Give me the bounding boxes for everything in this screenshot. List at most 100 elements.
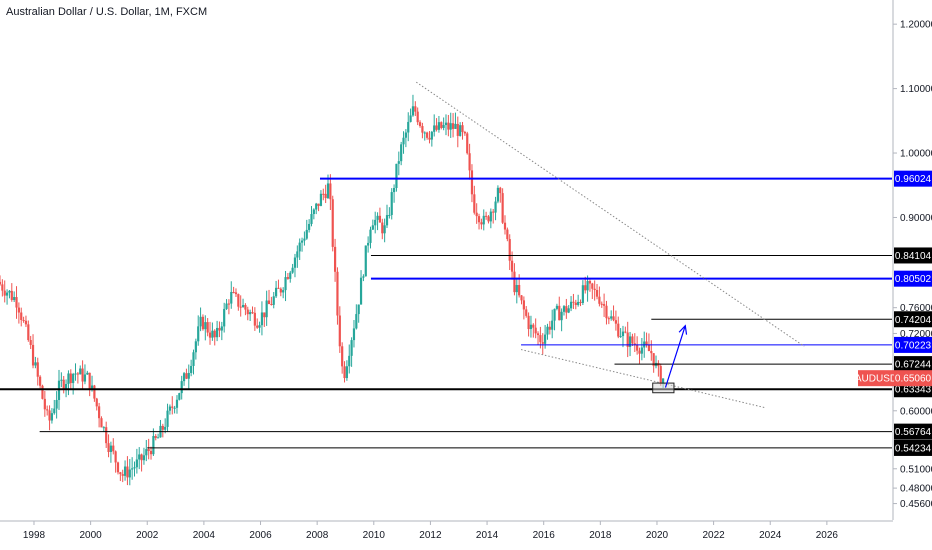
- candle-body: [286, 277, 289, 279]
- candle-body: [43, 398, 46, 410]
- candle-body: [400, 144, 403, 162]
- candle-body: [3, 290, 6, 296]
- candle-body: [520, 295, 523, 301]
- candle-body: [95, 398, 98, 407]
- level-tag: [894, 170, 932, 187]
- candle-body: [652, 353, 655, 367]
- candle-body: [475, 212, 478, 217]
- candle-body: [397, 161, 400, 164]
- candle-body: [305, 229, 308, 239]
- candle-body: [581, 285, 584, 303]
- candle-body: [577, 301, 580, 305]
- candle-body: [598, 296, 601, 304]
- trendline: [415, 81, 805, 347]
- time-tick-label: 2008: [306, 530, 329, 541]
- chart-title: Australian Dollar / U.S. Dollar, 1M, FXC…: [6, 6, 208, 18]
- candle-body: [138, 454, 141, 460]
- candle-body: [126, 466, 129, 478]
- candle-body: [145, 449, 148, 456]
- time-tick-label: 2014: [476, 530, 499, 541]
- candle-body: [395, 163, 398, 188]
- candle-body: [565, 306, 568, 313]
- candle-body: [218, 327, 221, 331]
- candle-body: [437, 122, 441, 130]
- candle-body: [567, 308, 570, 313]
- candle-body: [539, 335, 542, 343]
- candle-body: [473, 194, 476, 213]
- candle-body: [553, 308, 556, 321]
- candle-body: [76, 373, 79, 375]
- drawings: [652, 324, 688, 394]
- candle-body: [140, 454, 143, 461]
- candle-body: [324, 193, 327, 199]
- candle-body: [447, 122, 450, 130]
- candle-body: [34, 362, 37, 366]
- candle-body: [128, 469, 131, 478]
- candle-body: [27, 324, 30, 341]
- candle-body: [17, 307, 20, 313]
- candle-body: [303, 238, 306, 241]
- candle-body: [279, 288, 282, 293]
- candle-body: [72, 373, 75, 384]
- time-tick-label: 2002: [136, 530, 159, 541]
- candle-body: [331, 199, 334, 247]
- candle-body: [326, 183, 330, 199]
- candle-body: [265, 300, 268, 318]
- candle-body: [185, 373, 188, 379]
- time-axis[interactable]: 1998 2000 2002 2004 2006 2008 2010 2012 2014 2016…: [0, 520, 893, 541]
- candle-body: [404, 132, 407, 138]
- candle-body: [494, 201, 497, 213]
- candle-body: [213, 330, 216, 338]
- candle-body: [430, 131, 433, 140]
- candle-body: [114, 451, 117, 463]
- level-tag: [894, 423, 932, 440]
- candle-body: [376, 215, 379, 220]
- candle-body: [355, 314, 358, 329]
- candle-body: [187, 372, 190, 379]
- candle-body: [628, 336, 632, 347]
- candle-body: [584, 285, 587, 291]
- candle-body: [506, 229, 509, 240]
- candle-body: [338, 315, 341, 347]
- level-tag-label: 0.74204: [895, 315, 932, 326]
- candle-body: [112, 445, 115, 452]
- candle-body: [359, 277, 363, 305]
- candle-body: [246, 309, 249, 315]
- candle-body: [640, 347, 643, 354]
- candle-body: [67, 373, 70, 385]
- candle-body: [477, 216, 481, 223]
- candle-body: [293, 257, 297, 268]
- candle-body: [510, 260, 514, 272]
- candle-body: [638, 350, 641, 354]
- level-tag-label: 0.67244: [895, 360, 932, 371]
- price-tick-label: 1.10000: [900, 84, 932, 95]
- candle-body: [364, 245, 367, 277]
- candle-body: [208, 332, 212, 338]
- candle-body: [24, 320, 28, 325]
- candle-body: [501, 193, 504, 223]
- candle-body: [541, 342, 544, 344]
- candle-body: [244, 304, 247, 310]
- candle-body: [544, 334, 547, 344]
- level-tag: [894, 270, 932, 287]
- trendlines: [415, 81, 805, 409]
- candle-body: [69, 373, 72, 384]
- candle-body: [451, 123, 455, 129]
- level-tag-label: 0.54234: [895, 443, 932, 454]
- candle-body: [357, 304, 360, 315]
- candle-body: [605, 305, 608, 319]
- candle-body: [291, 267, 294, 273]
- candle-body: [62, 379, 65, 390]
- candle-body: [171, 406, 174, 408]
- candlestick-series: [0, 94, 665, 486]
- candle-body: [284, 277, 287, 291]
- price-tick-label: 0.45600: [900, 499, 932, 510]
- candle-body: [532, 324, 535, 328]
- candle-body: [310, 214, 313, 224]
- candle-body: [178, 393, 181, 400]
- candle-body: [499, 187, 502, 194]
- candle-body: [81, 368, 84, 382]
